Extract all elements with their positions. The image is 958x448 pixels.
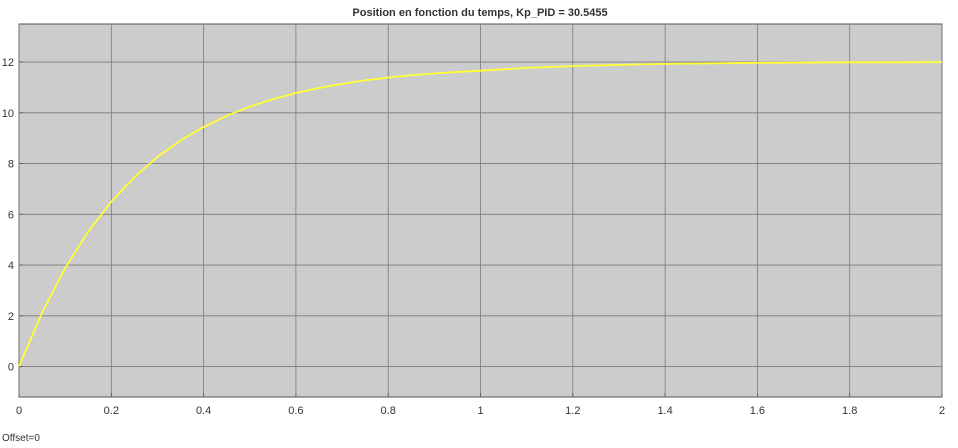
- x-tick-label: 0.2: [104, 405, 119, 417]
- x-tick-label: 1.2: [565, 405, 580, 417]
- grid: [18, 24, 943, 397]
- series-layer: [18, 61, 943, 367]
- chart-title: Position en fonction du temps, Kp_PID = …: [352, 7, 607, 19]
- y-tick-label: 2: [8, 311, 14, 323]
- y-tick-label: 10: [2, 108, 14, 120]
- y-tick-label: 4: [8, 260, 14, 272]
- series-line: [18, 61, 943, 367]
- x-tick-label: 2: [939, 405, 945, 417]
- y-tick-label: 6: [8, 209, 14, 221]
- x-tick-label: 1.4: [657, 405, 672, 417]
- axes: 0 0.2 0.4 0.6 0.8 1 1.2 1.4 1.6 1.8 2 0 2 4 6 8 10 12: [2, 57, 945, 417]
- y-tick-label: 8: [8, 159, 14, 171]
- x-tick-label: 0.8: [381, 405, 396, 417]
- x-tick-label: 1: [477, 405, 483, 417]
- y-tick-label: 12: [2, 57, 14, 69]
- x-tick-label: 0.4: [196, 405, 211, 417]
- x-tick-label: 1.8: [842, 405, 857, 417]
- x-tick-label: 1.6: [750, 405, 765, 417]
- offset-label: Offset=0: [2, 433, 40, 444]
- y-tick-label: 0: [8, 362, 14, 374]
- x-tick-label: 0: [16, 405, 22, 417]
- x-tick-label: 0.6: [288, 405, 303, 417]
